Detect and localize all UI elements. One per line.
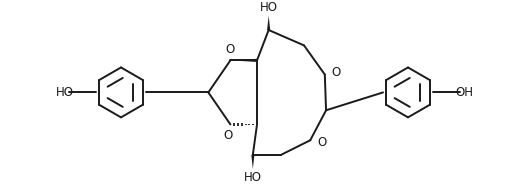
Polygon shape — [231, 59, 257, 62]
Polygon shape — [267, 16, 270, 30]
Text: O: O — [317, 136, 326, 149]
Text: O: O — [226, 43, 235, 56]
Polygon shape — [251, 155, 254, 169]
Text: HO: HO — [244, 171, 262, 184]
Text: O: O — [332, 65, 341, 79]
Text: O: O — [224, 129, 233, 142]
Text: HO: HO — [260, 1, 278, 14]
Text: HO: HO — [56, 86, 74, 99]
Text: OH: OH — [455, 86, 473, 99]
